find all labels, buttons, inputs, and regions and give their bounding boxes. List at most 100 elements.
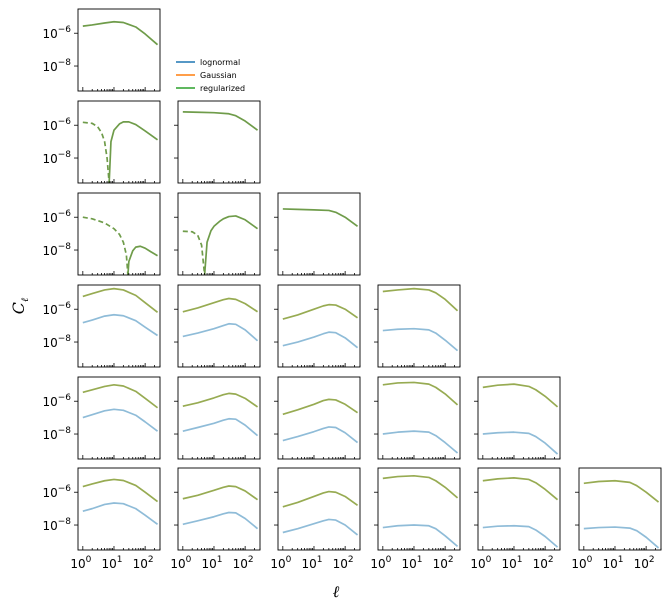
y-tick-label: 10−6 bbox=[42, 484, 71, 500]
legend-label-gaussian: Gaussian bbox=[200, 71, 237, 80]
legend-label-regularized: regularized bbox=[200, 84, 245, 93]
series-line-regularized bbox=[482, 477, 559, 501]
series-line-lognormal bbox=[82, 502, 159, 526]
y-tick-label: 10−6 bbox=[42, 25, 71, 41]
x-tick-label-exponent: 1 bbox=[217, 555, 223, 565]
y-tick-label: 10−8 bbox=[42, 334, 71, 350]
x-tick-label-base: 10 bbox=[101, 557, 116, 571]
y-tick-label: 10−8 bbox=[42, 58, 71, 74]
panel-frame bbox=[277, 467, 361, 551]
x-tick-label-exponent: 0 bbox=[386, 555, 392, 565]
legend-entry-regularized: regularized bbox=[176, 84, 245, 93]
y-tick-label: 10−8 bbox=[42, 426, 71, 442]
x-tick-label-base: 10 bbox=[470, 557, 485, 571]
y-axis-title-base: C bbox=[9, 302, 28, 314]
y-tick-label-exponent: −8 bbox=[58, 426, 72, 436]
x-tick-label-exponent: 1 bbox=[618, 555, 624, 565]
series-line-regularized bbox=[182, 485, 259, 501]
panel-r5-c2: 100 101 102 bbox=[270, 467, 361, 571]
x-tick-label-base: 10 bbox=[133, 557, 148, 571]
series-line-lognormal bbox=[182, 322, 259, 342]
y-tick-label: 10−6 bbox=[42, 209, 71, 225]
series-line-regularized bbox=[203, 215, 259, 275]
x-tick-label: 100 bbox=[70, 555, 91, 571]
y-tick-label-base: 10 bbox=[42, 519, 57, 533]
panel-r2-c0: 10−610−8 bbox=[42, 192, 161, 276]
x-tick-label-exponent: 2 bbox=[148, 555, 154, 565]
legend: lognormal Gaussian regularized bbox=[176, 58, 245, 93]
y-tick-label-exponent: −6 bbox=[58, 25, 72, 35]
x-tick-label-base: 10 bbox=[70, 557, 85, 571]
x-tick-label-exponent: 0 bbox=[186, 555, 192, 565]
panel-frame bbox=[277, 192, 361, 276]
x-tick-label: 101 bbox=[301, 555, 322, 571]
panel-r3-c2 bbox=[274, 284, 361, 368]
series-line-regularized bbox=[82, 20, 159, 46]
panel-r5-c1: 100 101 102 bbox=[170, 467, 261, 571]
x-axis-title: ℓ bbox=[333, 582, 340, 601]
panel-r2-c2 bbox=[274, 192, 361, 276]
y-tick-label: 10−6 bbox=[42, 117, 71, 133]
y-tick-label: 10−8 bbox=[42, 150, 71, 166]
x-tick-label-base: 10 bbox=[602, 557, 617, 571]
panel-r0-c0: 10−6 10−8 bbox=[42, 8, 161, 92]
panel-frame bbox=[377, 467, 461, 551]
series-line-lognormal bbox=[82, 313, 159, 337]
x-tick-label-exponent: 2 bbox=[248, 555, 254, 565]
panel-frame bbox=[177, 376, 261, 460]
legend-label-lognormal: lognormal bbox=[200, 58, 240, 67]
panel-frame bbox=[77, 8, 161, 92]
x-tick-label-exponent: 1 bbox=[317, 555, 323, 565]
y-tick-label-base: 10 bbox=[42, 152, 57, 166]
panel-frame bbox=[77, 284, 161, 368]
panel-r5-c5: 100 101 102 bbox=[571, 467, 662, 571]
panel-frame bbox=[477, 467, 561, 551]
series-line-regularized bbox=[282, 490, 359, 508]
y-tick-label-exponent: −6 bbox=[58, 393, 72, 403]
panel-frame bbox=[77, 467, 161, 551]
panel-frame bbox=[177, 100, 261, 184]
y-tick-label: 10−6 bbox=[42, 393, 71, 409]
x-tick-label-exponent: 0 bbox=[486, 555, 492, 565]
x-tick-label-base: 10 bbox=[370, 557, 385, 571]
series-line-regularized bbox=[182, 111, 259, 131]
series-line-lognormal bbox=[282, 426, 359, 444]
x-tick-label: 101 bbox=[401, 555, 422, 571]
y-tick-label-base: 10 bbox=[42, 336, 57, 350]
y-tick-label: 10−8 bbox=[42, 517, 71, 533]
x-tick-label-exponent: 0 bbox=[587, 555, 593, 565]
panel-frame bbox=[177, 192, 261, 276]
y-tick-label-base: 10 bbox=[42, 244, 57, 258]
panel-frame bbox=[377, 376, 461, 460]
x-tick-label-exponent: 2 bbox=[548, 555, 554, 565]
x-tick-label-base: 10 bbox=[170, 557, 185, 571]
panel-r4-c0: 10−6 10−8 bbox=[42, 376, 161, 460]
series-line-regularized bbox=[382, 474, 459, 499]
x-tick-label: 100 bbox=[470, 555, 491, 571]
panel-frame bbox=[177, 284, 261, 368]
y-tick-label-base: 10 bbox=[42, 211, 57, 225]
x-tick-label: 101 bbox=[201, 555, 222, 571]
x-tick-label-exponent: 1 bbox=[117, 555, 123, 565]
x-tick-label-base: 10 bbox=[533, 557, 548, 571]
legend-entry-lognormal: lognormal bbox=[176, 58, 240, 67]
series-line-lognormal bbox=[382, 430, 459, 454]
y-tick-label-exponent: −6 bbox=[58, 209, 72, 219]
panel-frame bbox=[77, 192, 161, 276]
series-line-regularized bbox=[182, 392, 259, 408]
x-tick-label: 100 bbox=[170, 555, 191, 571]
panel-r4-c2 bbox=[274, 376, 361, 460]
panel-r4-c1 bbox=[174, 376, 261, 460]
x-tick-label: 100 bbox=[571, 555, 592, 571]
panel-r3-c0: 10−610−8 bbox=[42, 284, 161, 368]
series-line-regularized bbox=[127, 245, 158, 275]
y-tick-label-exponent: −6 bbox=[58, 484, 72, 494]
y-tick-label-base: 10 bbox=[42, 486, 57, 500]
panel-frame bbox=[277, 284, 361, 368]
x-tick-label-base: 10 bbox=[401, 557, 416, 571]
series-line-lognormal bbox=[382, 524, 459, 548]
x-tick-label-base: 10 bbox=[501, 557, 516, 571]
x-tick-label-base: 10 bbox=[201, 557, 216, 571]
y-tick-label-exponent: −8 bbox=[58, 150, 72, 160]
